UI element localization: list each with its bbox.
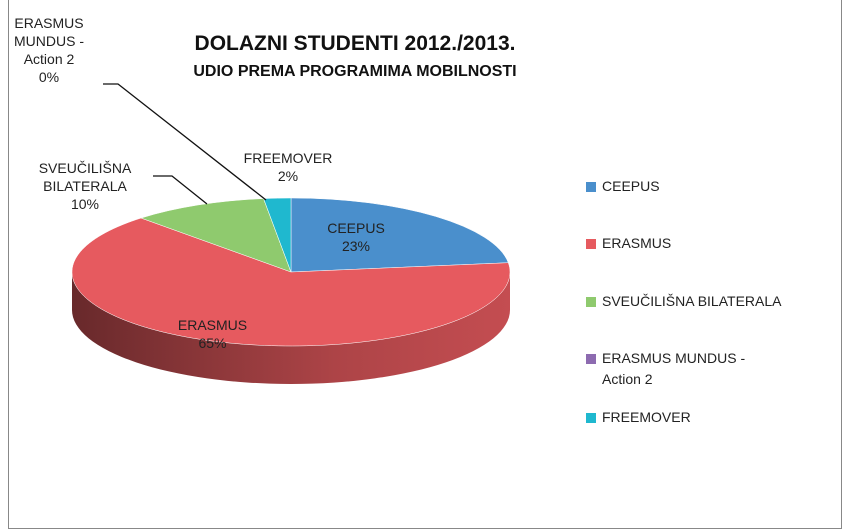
data-label: CEEPUS 23% bbox=[316, 219, 396, 255]
legend-label: FREEMOVER bbox=[602, 409, 691, 425]
legend-label: SVEUČILIŠNA BILATERALA bbox=[602, 293, 782, 309]
data-label-name: CEEPUS bbox=[327, 220, 385, 236]
legend-swatch bbox=[586, 297, 596, 307]
chart-subtitle: UDIO PREMA PROGRAMIMA MOBILNOSTI bbox=[193, 63, 517, 80]
data-label-name: ERASMUS MUNDUS - Action 2 bbox=[14, 15, 84, 67]
leader-line bbox=[153, 175, 208, 205]
slice bbox=[290, 197, 509, 273]
data-label-value: 23% bbox=[341, 238, 371, 254]
data-label: ERASMUS 65% bbox=[165, 316, 260, 352]
legend-swatch bbox=[586, 354, 596, 364]
data-label-name: ERASMUS bbox=[177, 317, 248, 333]
chart-title: DOLAZNI STUDENTI 2012./2013. bbox=[194, 32, 516, 55]
legend-swatch bbox=[586, 182, 596, 192]
slice-side bbox=[72, 272, 510, 384]
data-label-value: 2% bbox=[277, 168, 299, 184]
data-label-name: SVEUČILIŠNA BILATERALA bbox=[38, 160, 132, 194]
chart-frame bbox=[8, 0, 842, 529]
slice bbox=[71, 217, 511, 347]
data-label: SVEUČILIŠNA BILATERALA 10% bbox=[20, 159, 150, 213]
data-label-value: 10% bbox=[70, 196, 100, 212]
legend-swatch bbox=[586, 239, 596, 249]
data-label-value: 65% bbox=[198, 335, 227, 351]
legend-label: ERASMUS MUNDUS - Action 2 bbox=[602, 350, 746, 387]
data-label: ERASMUS MUNDUS - Action 2 0% bbox=[10, 14, 88, 86]
leader-line bbox=[103, 83, 267, 201]
data-label-name: FREEMOVER bbox=[243, 150, 333, 166]
legend-swatch bbox=[586, 413, 596, 423]
data-label: FREEMOVER 2% bbox=[228, 149, 348, 185]
slice bbox=[140, 198, 292, 273]
data-label-value: 0% bbox=[38, 69, 60, 85]
legend-label: CEEPUS bbox=[602, 178, 660, 194]
legend-label: ERASMUS bbox=[602, 235, 672, 251]
